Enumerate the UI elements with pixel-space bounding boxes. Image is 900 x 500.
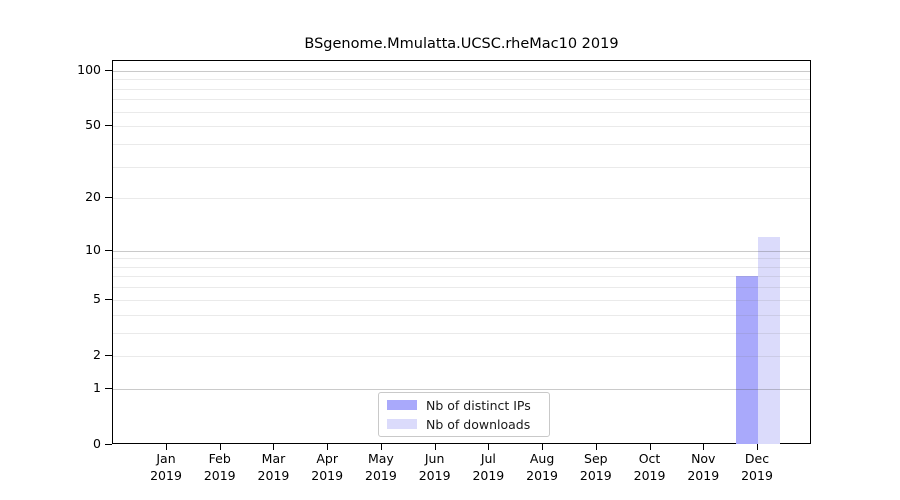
plot-area	[112, 60, 811, 444]
legend-swatch-downloads-icon	[387, 419, 417, 429]
x-tick-label: May 2019	[349, 450, 413, 484]
x-tick-label: Dec 2019	[725, 450, 789, 484]
legend: Nb of distinct IPs Nb of downloads	[378, 392, 550, 437]
gridline-minor	[113, 299, 810, 301]
gridline-major	[113, 70, 810, 72]
y-tick-label: 100	[77, 61, 101, 77]
x-tick-mark	[273, 444, 275, 450]
y-tick-label: 5	[93, 290, 101, 306]
x-tick-year: 2019	[203, 468, 236, 483]
x-tick-mark	[488, 444, 490, 450]
gridline-minor	[113, 99, 810, 101]
x-tick-month: Jan	[156, 451, 176, 466]
gridline-minor	[113, 111, 810, 113]
x-tick-label: Apr 2019	[295, 450, 359, 484]
x-tick-year: 2019	[311, 468, 344, 483]
y-tick-label: 0	[93, 436, 101, 451]
x-tick-month: Nov	[691, 451, 716, 466]
y-tick-label: 2	[93, 346, 101, 362]
gridline-minor	[113, 276, 810, 278]
x-tick-year: 2019	[633, 468, 666, 483]
x-tick-mark	[166, 444, 167, 450]
x-tick-year: 2019	[741, 468, 773, 483]
x-tick-mark	[327, 444, 329, 450]
gridline-minor	[113, 314, 810, 316]
y-tick-mark	[105, 197, 112, 199]
x-tick-label: Nov 2019	[671, 450, 735, 484]
legend-item-downloads: Nb of downloads	[387, 417, 541, 432]
x-tick-month: Jul	[480, 451, 496, 466]
x-tick-month: Jun	[424, 451, 445, 466]
x-tick-mark	[649, 444, 651, 450]
gridline-minor	[113, 79, 810, 81]
x-tick-label: Aug 2019	[510, 450, 574, 484]
y-tick-mark	[105, 249, 112, 251]
gridline-minor	[113, 355, 810, 357]
x-tick-mark	[219, 444, 221, 450]
x-tick-year: 2019	[579, 468, 612, 483]
legend-label-distinct-ips: Nb of distinct IPs	[426, 397, 531, 413]
y-tick-mark	[105, 69, 112, 71]
x-tick-month: Mar	[261, 451, 286, 466]
gridline-minor	[113, 332, 810, 334]
x-tick-month: Oct	[638, 451, 661, 466]
x-tick-year: 2019	[472, 468, 505, 483]
gridline-major	[113, 388, 810, 390]
x-tick-mark	[703, 444, 705, 450]
gridline-minor	[113, 166, 810, 168]
chart-title: BSgenome.Mmulatta.UCSC.rheMac10 2019	[304, 36, 619, 52]
gridline-minor	[113, 258, 810, 260]
legend-item-distinct-ips: Nb of distinct IPs	[387, 398, 541, 413]
bar-distinct-ips-dec	[736, 276, 758, 444]
legend-swatch-distinct-ips-icon	[387, 400, 417, 410]
y-tick-label: 50	[85, 117, 101, 133]
x-tick-month: Dec	[744, 451, 770, 466]
x-tick-year: 2019	[365, 468, 397, 483]
x-tick-mark	[380, 444, 382, 450]
gridline-minor	[113, 126, 810, 128]
x-tick-month: Aug	[529, 451, 555, 466]
x-tick-month: Sep	[584, 451, 608, 466]
x-tick-label: Jun 2019	[403, 450, 467, 484]
gridline-minor	[113, 198, 810, 200]
x-tick-month: May	[367, 451, 394, 466]
y-tick-mark	[105, 298, 112, 300]
x-tick-label: Oct 2019	[618, 450, 682, 484]
y-tick-label: 10	[85, 241, 101, 257]
gridline-minor	[113, 88, 810, 90]
y-tick-label: 1	[93, 379, 101, 395]
y-tick-mark	[105, 354, 112, 356]
gridline-minor	[113, 143, 810, 145]
x-tick-label: Sep 2019	[564, 450, 628, 484]
y-tick-label: 20	[85, 189, 101, 205]
x-tick-label: Feb 2019	[188, 450, 252, 484]
gridline-major	[113, 250, 810, 252]
x-tick-year: 2019	[257, 468, 290, 483]
legend-label-downloads: Nb of downloads	[426, 416, 531, 432]
x-tick-mark	[434, 444, 436, 450]
y-tick-mark	[105, 444, 112, 445]
x-tick-month: Apr	[316, 451, 338, 466]
gridline-minor	[113, 287, 810, 289]
x-tick-year: 2019	[687, 468, 720, 483]
gridline-minor	[113, 266, 810, 268]
x-tick-label: Jan 2019	[134, 450, 198, 484]
x-tick-mark	[757, 444, 758, 450]
x-tick-mark	[595, 444, 597, 450]
y-tick-mark	[105, 387, 112, 389]
x-tick-label: Mar 2019	[241, 450, 305, 484]
x-tick-year: 2019	[526, 468, 558, 483]
x-tick-year: 2019	[418, 468, 451, 483]
x-tick-label: Jul 2019	[456, 450, 520, 484]
x-tick-year: 2019	[150, 468, 182, 483]
y-tick-mark	[105, 125, 112, 127]
x-tick-mark	[542, 444, 544, 450]
bar-downloads-dec	[758, 237, 780, 444]
x-tick-month: Feb	[208, 451, 231, 466]
